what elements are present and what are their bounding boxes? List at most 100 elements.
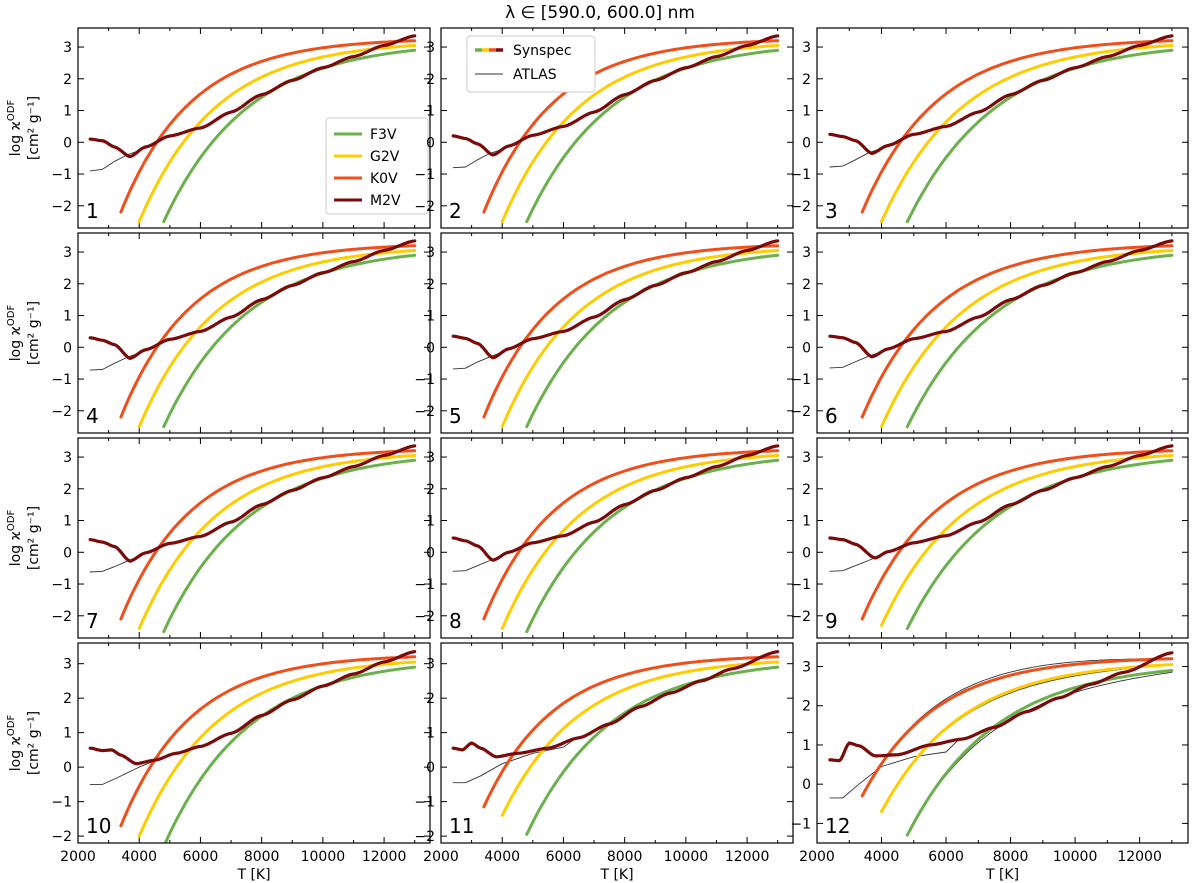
atlas-line (526, 254, 779, 428)
atlas-line (483, 656, 779, 808)
y-tick-label: 1 (426, 514, 435, 530)
plot-area (828, 651, 1174, 837)
y-tick-label: 2 (802, 277, 811, 293)
x-tick-label: 10000 (664, 849, 709, 865)
series-K0V (860, 657, 1174, 798)
plot-area (88, 34, 417, 224)
y-tick-label: −1 (51, 795, 72, 811)
y-tick-label: 3 (63, 40, 72, 56)
y-tick-label: −1 (51, 167, 72, 183)
axes-frame (440, 232, 794, 434)
series-M2V (451, 239, 780, 360)
legend-label-G2V: G2V (370, 149, 400, 165)
y-tick-label: 0 (802, 135, 811, 151)
atlas-line (861, 245, 1173, 418)
y-axis-label-main: log ϰ (8, 531, 24, 566)
legend-stars (325, 117, 429, 215)
plot-area (88, 444, 417, 634)
atlas-line (483, 245, 779, 418)
series-F3V (905, 48, 1174, 224)
y-tick-label: 0 (426, 545, 435, 561)
panel-number: 10 (86, 814, 111, 838)
x-tick-label: 4000 (864, 849, 900, 865)
y-tick-label: 2 (63, 72, 72, 88)
axes-frame (816, 232, 1189, 434)
atlas-line (483, 450, 779, 620)
series-F3V (162, 253, 417, 429)
panel-number: 4 (86, 404, 99, 428)
y-tick-label: 3 (426, 450, 435, 466)
series-K0V (482, 39, 780, 214)
panel-6: −2 −1 0 1 2 3 6 (790, 232, 1189, 434)
y-tick-label: 0 (63, 760, 72, 776)
series-F3V (905, 253, 1174, 429)
y-axis-label: log ϰODF (6, 510, 24, 567)
series-G2V (137, 660, 417, 838)
x-tick-label: 8000 (993, 849, 1029, 865)
series-M2V (88, 444, 417, 563)
series-K0V (482, 655, 780, 809)
y-tick-label: −2 (790, 609, 811, 625)
panel-number: 6 (825, 404, 838, 428)
x-axis-label: T [K] (236, 867, 270, 883)
y-tick-label: 3 (426, 245, 435, 261)
y-tick-label: −1 (790, 577, 811, 593)
series-G2V (880, 249, 1174, 429)
y-axis-label-sup: ODF (6, 305, 17, 327)
x-tick-label: 2000 (423, 849, 459, 865)
legend-label-K0V: K0V (370, 171, 398, 187)
series-G2V (500, 249, 780, 429)
series-M2V (88, 34, 417, 159)
y-tick-label: −2 (790, 404, 811, 420)
y-axis-label: log ϰODF (6, 305, 24, 362)
series-F3V (162, 458, 417, 634)
x-tick-label: 10000 (301, 849, 346, 865)
plot-area (828, 444, 1174, 630)
y-tick-label: 1 (63, 514, 72, 530)
panel-11: 2000 4000 6000 8000 10000 12000 −2 −1 0 1 2 3 11 T [K… (414, 642, 794, 883)
series-F3V (163, 665, 417, 843)
atlas-line (164, 666, 416, 843)
legend-label-F3V: F3V (370, 127, 397, 143)
atlas-line (906, 49, 1173, 223)
x-tick-label: 4000 (484, 849, 520, 865)
series-K0V (860, 244, 1174, 419)
series-M2V (828, 34, 1174, 155)
plot-area (451, 34, 780, 224)
atlas-line (526, 459, 779, 633)
atlas-line (861, 658, 1173, 797)
atlas-line (861, 450, 1173, 620)
y-tick-label: 3 (63, 450, 72, 466)
y-tick-label: 0 (426, 760, 435, 776)
y-tick-label: 0 (63, 545, 72, 561)
panel-10: 2000 4000 6000 8000 10000 12000 −2 −1 0 1 2 3 10 log … (6, 642, 431, 883)
atlas-line (120, 656, 416, 827)
x-tick-label: 6000 (183, 849, 219, 865)
series-K0V (860, 449, 1174, 621)
y-tick-label: 2 (63, 691, 72, 707)
y-tick-label: 0 (426, 340, 435, 356)
plot-area (451, 444, 780, 634)
y-tick-label: 0 (802, 545, 811, 561)
x-tick-label: 8000 (607, 849, 643, 865)
series-G2V (137, 249, 417, 429)
x-axis-label: T [K] (985, 867, 1019, 883)
series-F3V (905, 669, 1174, 837)
y-tick-label: 3 (426, 657, 435, 673)
series-M2V (828, 651, 1174, 763)
axes-frame (77, 27, 431, 229)
panel-number: 2 (449, 199, 462, 223)
atlas-line (120, 450, 416, 620)
y-tick-label: 0 (63, 340, 72, 356)
x-tick-label: 6000 (546, 849, 582, 865)
figure-title: λ ∈ [590.0, 600.0] nm (505, 3, 695, 23)
y-tick-label: −2 (51, 829, 72, 845)
y-tick-label: 2 (426, 72, 435, 88)
y-tick-label: −2 (790, 199, 811, 215)
series-K0V (119, 244, 417, 419)
panel-9: −2 −1 0 1 2 3 9 (790, 437, 1189, 639)
y-tick-label: 3 (63, 245, 72, 261)
plot-area (828, 239, 1174, 429)
x-tick-label: 12000 (725, 849, 770, 865)
